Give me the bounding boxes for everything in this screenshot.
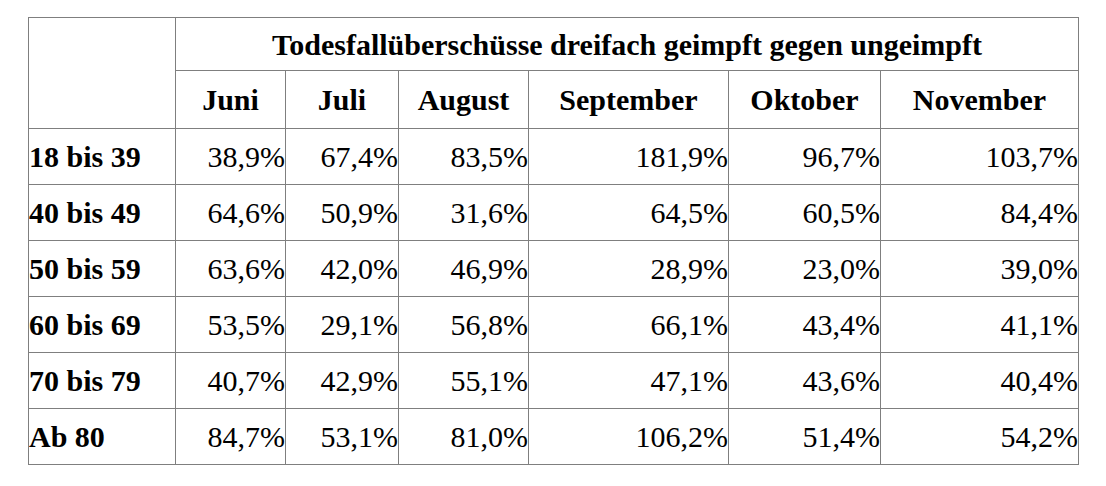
table-row-50-59: 50 bis 59 63,6% 42,0% 46,9% 28,9% 23,0% … — [29, 241, 1079, 297]
data-cell: 83,5% — [399, 129, 529, 185]
data-cell: 42,9% — [286, 353, 399, 409]
column-header-september: September — [529, 71, 729, 129]
data-cell: 43,6% — [729, 353, 881, 409]
data-cell: 41,1% — [881, 297, 1079, 353]
corner-empty-cell — [29, 18, 176, 129]
data-cell: 53,5% — [176, 297, 286, 353]
column-header-row: Juni Juli August September Oktober Novem… — [29, 71, 1079, 129]
data-cell: 64,6% — [176, 185, 286, 241]
data-cell: 103,7% — [881, 129, 1079, 185]
data-cell: 67,4% — [286, 129, 399, 185]
table-row-18-39: 18 bis 39 38,9% 67,4% 83,5% 181,9% 96,7%… — [29, 129, 1079, 185]
row-label: 18 bis 39 — [29, 129, 176, 185]
data-cell: 64,5% — [529, 185, 729, 241]
data-cell: 181,9% — [529, 129, 729, 185]
data-cell: 60,5% — [729, 185, 881, 241]
row-label: 70 bis 79 — [29, 353, 176, 409]
data-cell: 43,4% — [729, 297, 881, 353]
data-cell: 29,1% — [286, 297, 399, 353]
data-cell: 23,0% — [729, 241, 881, 297]
column-header-juni: Juni — [176, 71, 286, 129]
data-cell: 40,7% — [176, 353, 286, 409]
data-cell: 42,0% — [286, 241, 399, 297]
mortality-excess-table: Todesfallüberschüsse dreifach geimpft ge… — [28, 17, 1079, 465]
row-label: 40 bis 49 — [29, 185, 176, 241]
data-cell: 63,6% — [176, 241, 286, 297]
data-cell: 39,0% — [881, 241, 1079, 297]
table-title: Todesfallüberschüsse dreifach geimpft ge… — [176, 18, 1079, 71]
data-cell: 84,4% — [881, 185, 1079, 241]
data-cell: 40,4% — [881, 353, 1079, 409]
data-cell: 38,9% — [176, 129, 286, 185]
table-row-ab-80: Ab 80 84,7% 53,1% 81,0% 106,2% 51,4% 54,… — [29, 409, 1079, 465]
data-cell: 66,1% — [529, 297, 729, 353]
data-cell: 51,4% — [729, 409, 881, 465]
document-page: Todesfallüberschüsse dreifach geimpft ge… — [0, 0, 1106, 486]
row-label: Ab 80 — [29, 409, 176, 465]
table-row-60-69: 60 bis 69 53,5% 29,1% 56,8% 66,1% 43,4% … — [29, 297, 1079, 353]
data-cell: 28,9% — [529, 241, 729, 297]
data-cell: 96,7% — [729, 129, 881, 185]
column-header-oktober: Oktober — [729, 71, 881, 129]
column-header-juli: Juli — [286, 71, 399, 129]
data-cell: 46,9% — [399, 241, 529, 297]
row-label: 60 bis 69 — [29, 297, 176, 353]
table-row-40-49: 40 bis 49 64,6% 50,9% 31,6% 64,5% 60,5% … — [29, 185, 1079, 241]
data-cell: 81,0% — [399, 409, 529, 465]
data-cell: 50,9% — [286, 185, 399, 241]
table-title-row: Todesfallüberschüsse dreifach geimpft ge… — [29, 18, 1079, 71]
data-cell: 54,2% — [881, 409, 1079, 465]
table-row-70-79: 70 bis 79 40,7% 42,9% 55,1% 47,1% 43,6% … — [29, 353, 1079, 409]
data-cell: 56,8% — [399, 297, 529, 353]
data-cell: 106,2% — [529, 409, 729, 465]
data-cell: 84,7% — [176, 409, 286, 465]
data-cell: 31,6% — [399, 185, 529, 241]
column-header-august: August — [399, 71, 529, 129]
column-header-november: November — [881, 71, 1079, 129]
data-cell: 53,1% — [286, 409, 399, 465]
data-cell: 55,1% — [399, 353, 529, 409]
row-label: 50 bis 59 — [29, 241, 176, 297]
data-cell: 47,1% — [529, 353, 729, 409]
